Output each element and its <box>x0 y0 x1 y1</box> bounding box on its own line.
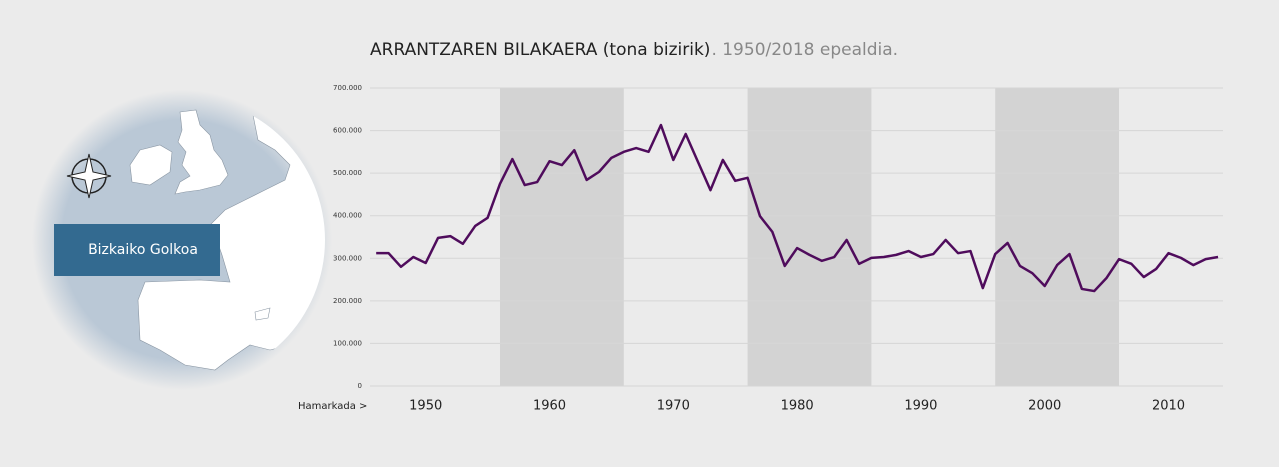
x-tick-label: 1960 <box>533 399 566 414</box>
x-axis-label: Hamarkada > <box>298 401 367 412</box>
y-tick-label: 300.000 <box>333 254 362 262</box>
y-tick-label: 0 <box>358 382 362 390</box>
x-tick-label: 2000 <box>1028 399 1061 414</box>
land-island <box>254 307 271 321</box>
x-tick-label: 1950 <box>409 399 442 414</box>
decade-band <box>747 88 872 386</box>
data-line <box>376 123 1219 293</box>
y-tick-label: 700.000 <box>333 84 362 92</box>
map-label: Bizkaiko Golkoa <box>88 242 198 258</box>
chart-subtitle: . 1950/2018 epealdia. <box>711 40 898 60</box>
y-tick-label: 600.000 <box>333 127 362 135</box>
decade-band <box>499 88 624 386</box>
x-tick-label: 1990 <box>904 399 937 414</box>
chart-title: ARRANTZAREN BILAKAERA (tona bizirik) <box>370 40 710 60</box>
map: Bizkaiko Golkoa <box>32 90 332 390</box>
map-label-box <box>54 224 220 276</box>
decade-band <box>995 88 1120 386</box>
x-tick-label: 1980 <box>781 399 814 414</box>
land-britain <box>174 109 229 195</box>
y-tick-label: 100.000 <box>333 339 362 347</box>
x-tick-label: 2010 <box>1152 399 1185 414</box>
y-tick-label: 500.000 <box>333 169 362 177</box>
land-ireland <box>129 144 173 186</box>
compass <box>66 153 112 199</box>
y-tick-label: 400.000 <box>333 212 362 220</box>
y-tick-label: 200.000 <box>333 297 362 305</box>
x-tick-label: 1970 <box>657 399 690 414</box>
